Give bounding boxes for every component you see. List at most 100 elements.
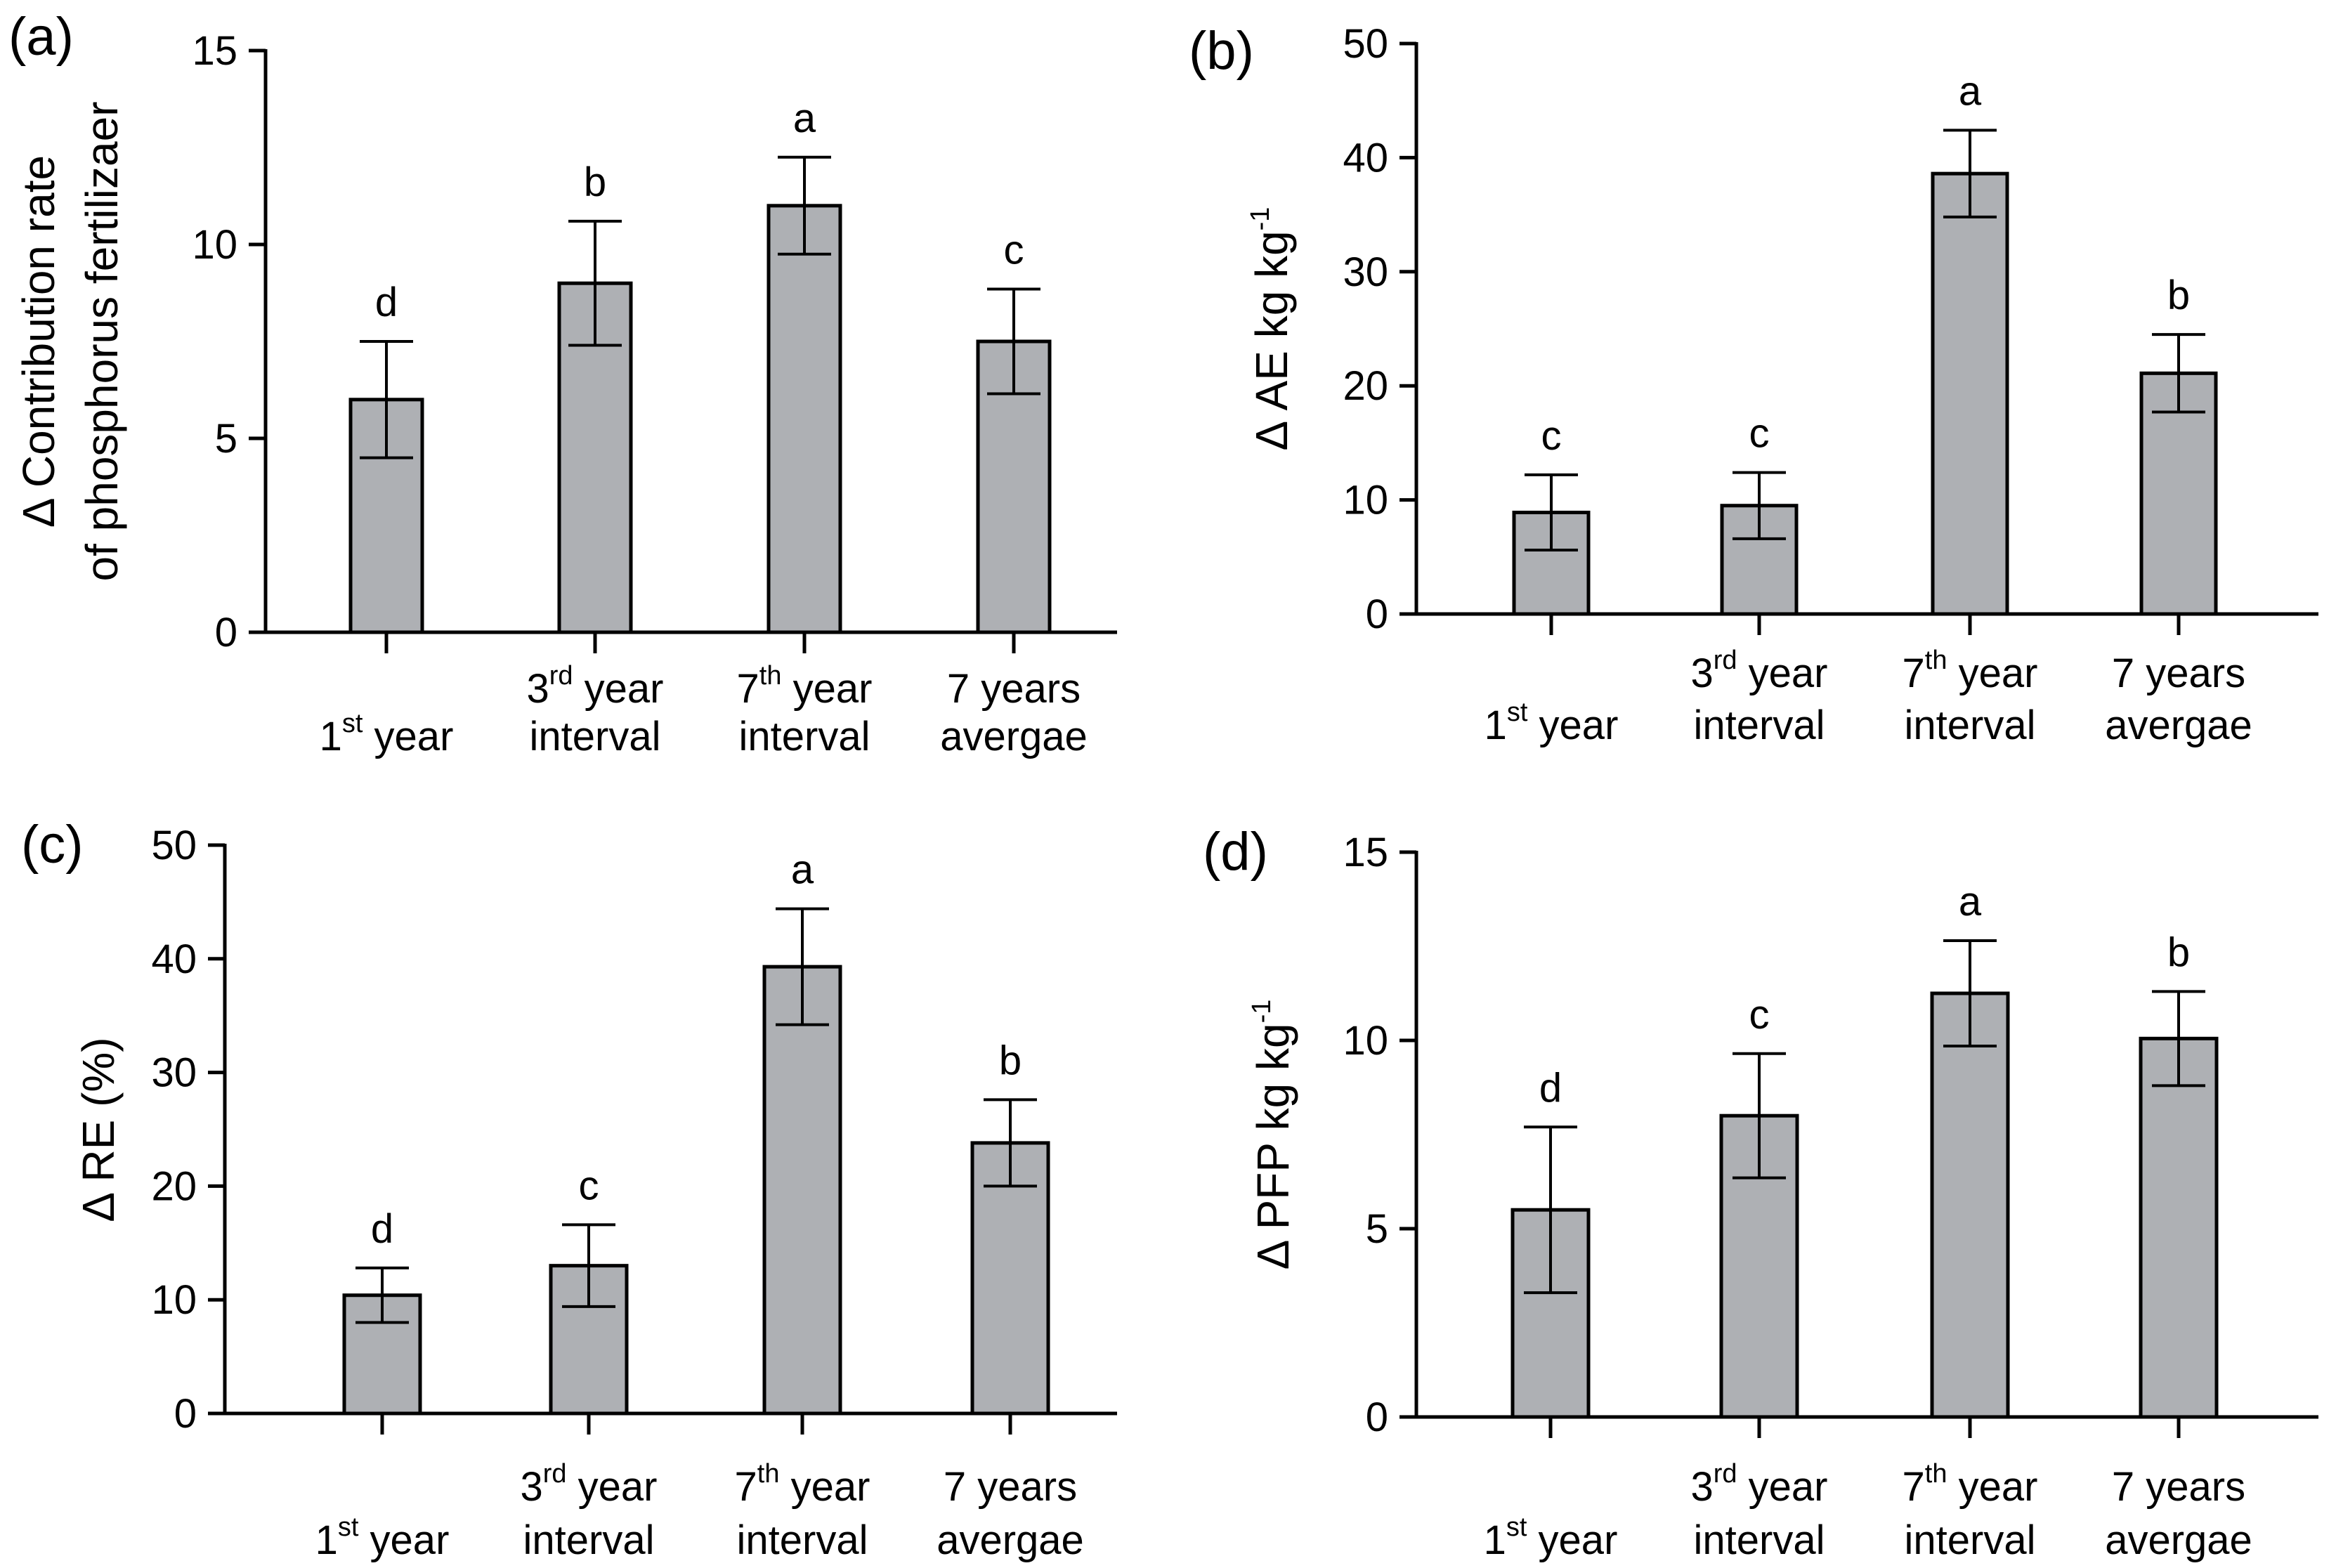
x-category-label: interval	[530, 714, 661, 759]
x-category-label-part: year	[363, 714, 453, 759]
x-category-label: 1st year	[1485, 698, 1619, 748]
x-category-label-part: interval	[530, 714, 661, 759]
x-category-label: 7th year	[737, 661, 873, 712]
x-category-label-part: th	[1925, 646, 1947, 675]
x-category-label: interval	[1905, 1517, 2036, 1563]
y-tick-label: 5	[215, 416, 237, 462]
x-category-label-part: st	[1506, 1513, 1527, 1542]
panel-label: (a)	[8, 7, 74, 67]
x-category-label-part: th	[757, 1459, 780, 1489]
y-axis-title-line-part: -1	[1246, 207, 1275, 231]
x-category-label-part: year	[1737, 1464, 1828, 1510]
y-axis-title: Δ PFP kg kg-1	[1247, 1000, 1298, 1270]
x-category-label: 7th year	[1903, 646, 2038, 696]
significance-letter: c	[1004, 227, 1024, 273]
x-category-label: interval	[1694, 1517, 1825, 1563]
x-category-label-part: rd	[543, 1459, 567, 1489]
x-category-label-part: interval	[737, 1517, 868, 1563]
bar	[762, 965, 842, 1416]
x-category-label-part: 3	[1690, 651, 1713, 696]
chart-panel-c: (c) 0 10 20 30 40 50 Δ RE (%) d 1st year c 3rd year…	[21, 815, 1117, 1563]
y-axis-title-line: of phosphorus fertilizaer	[77, 101, 127, 581]
y-tick-label: 0	[1366, 1394, 1388, 1440]
x-category-label: 3rd year	[520, 1459, 657, 1510]
panel-label: (b)	[1189, 21, 1254, 81]
x-category-label-part: year	[567, 1464, 658, 1510]
significance-letter: d	[371, 1206, 393, 1252]
y-axis-title: Δ Contribution rate of phosphorus fertili…	[13, 101, 127, 581]
x-category-label-part: 1	[315, 1517, 338, 1563]
x-category-label-part: 3	[520, 1464, 542, 1510]
y-tick-label: 20	[1343, 363, 1388, 409]
x-category-label: interval	[739, 714, 870, 759]
y-tick-label: 50	[1343, 21, 1388, 67]
significance-letter: c	[1541, 413, 1562, 459]
x-category-label-part: th	[1925, 1459, 1947, 1489]
y-axis-title: Δ AE kg kg-1	[1246, 207, 1297, 451]
x-category-label-part: 1	[1485, 703, 1507, 748]
x-category-label-part: interval	[1694, 1517, 1825, 1563]
x-category-label-part: rd	[549, 661, 573, 691]
bar	[2139, 1036, 2219, 1419]
x-category-label-part: interval	[739, 714, 870, 759]
x-category-label-part: 7	[735, 1464, 757, 1510]
significance-letter: d	[1539, 1065, 1562, 1111]
x-category-label-part: interval	[1905, 1517, 2036, 1563]
y-axis-title: Δ RE (%)	[73, 1037, 124, 1222]
x-category-label: 7 years	[947, 666, 1081, 712]
x-category-label: avergae	[940, 714, 1088, 759]
x-category-label: 3rd year	[1690, 646, 1827, 696]
x-category-label: 1st year	[1484, 1513, 1618, 1563]
y-tick-label: 15	[192, 28, 237, 74]
y-axis-title-line-part: Δ Contribution rate	[13, 155, 64, 528]
x-category-label: avergae	[937, 1517, 1084, 1563]
significance-letter: a	[1959, 68, 1982, 114]
y-tick-label: 50	[151, 823, 197, 868]
x-category-label-part: st	[338, 1513, 359, 1542]
significance-letter: c	[1749, 411, 1770, 457]
x-category-label-part: year	[782, 666, 873, 712]
chart-panel-b: (b) 0 10 20 30 40 50 Δ AE kg kg-1 c 1st year c 3rd …	[1189, 21, 2318, 748]
significance-letter: b	[2167, 929, 2190, 975]
x-category-label: 3rd year	[1690, 1459, 1827, 1510]
x-category-label-part: avergae	[2105, 703, 2252, 748]
y-axis-title-line-part: Δ PFP kg kg	[1248, 1023, 1298, 1269]
y-tick-label: 20	[151, 1163, 197, 1209]
significance-letter: a	[793, 96, 816, 141]
significance-letter: c	[579, 1163, 599, 1208]
x-category-label-part: interval	[523, 1517, 655, 1563]
x-category-label-part: year	[358, 1517, 449, 1563]
y-tick-label: 0	[1366, 592, 1388, 637]
x-category-label-part: 7	[1903, 1464, 1925, 1510]
y-tick-label: 10	[1343, 1018, 1388, 1064]
y-axis-title-line-part: of phosphorus fertilizaer	[77, 101, 127, 581]
x-category-label: 7 years	[2112, 1464, 2245, 1510]
y-tick-label: 0	[174, 1391, 197, 1437]
x-category-label: 7 years	[2112, 651, 2245, 696]
x-category-label: 7th year	[735, 1459, 870, 1510]
y-tick-label: 15	[1343, 830, 1388, 875]
x-category-label-part: 3	[526, 666, 549, 712]
x-category-label-part: 1	[1484, 1517, 1506, 1563]
x-category-label-part: interval	[1694, 703, 1825, 748]
x-category-label: 7 years	[944, 1464, 1077, 1510]
y-axis-title-line: Δ AE kg kg-1	[1246, 207, 1297, 451]
x-category-label-part: year	[1737, 651, 1828, 696]
y-tick-label: 40	[151, 936, 197, 982]
x-category-label-part: year	[573, 666, 664, 712]
x-category-label-part: 7 years	[2112, 651, 2245, 696]
x-category-label-part: st	[1507, 698, 1528, 727]
y-axis-title-line-part: -1	[1247, 1000, 1277, 1024]
x-category-label-part: 7	[1903, 651, 1925, 696]
x-category-label: avergae	[2105, 703, 2252, 748]
x-category-label-part: year	[1947, 651, 2038, 696]
significance-letter: a	[791, 847, 814, 893]
y-tick-label: 10	[151, 1277, 197, 1323]
significance-letter: c	[1749, 992, 1770, 1038]
x-category-label-part: avergae	[940, 714, 1088, 759]
significance-letter: b	[584, 159, 606, 205]
x-category-label-part: 1	[320, 714, 342, 759]
x-category-label-part: interval	[1905, 703, 2036, 748]
chart-panel-d: (d) 0 5 10 15 Δ PFP kg kg-1 d 1st year c 3rd year…	[1203, 822, 2318, 1563]
x-category-label-part: rd	[1714, 646, 1737, 675]
